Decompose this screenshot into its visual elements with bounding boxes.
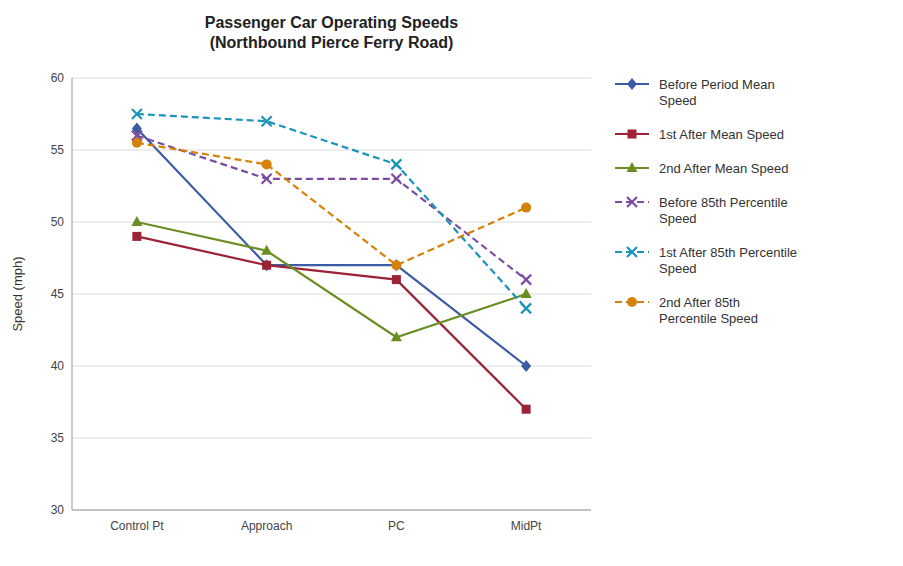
line (137, 128, 526, 366)
text-line: 2nd After Mean Speed (659, 161, 788, 176)
series (132, 138, 531, 270)
marker (391, 174, 401, 184)
line (137, 236, 526, 409)
marker (132, 138, 142, 148)
grid-line (72, 150, 591, 151)
title: Passenger Car Operating Speeds (Northboun… (205, 14, 459, 51)
marker (391, 159, 401, 169)
marker (262, 259, 272, 271)
text-line: Before 85th Percentile (659, 195, 788, 210)
text-line: 1st After 85th Percentile (659, 245, 797, 260)
y-tick-label: 40 (51, 359, 65, 373)
legend: Before Period MeanSpeed1st After Mean Sp… (615, 77, 797, 326)
marker (521, 275, 531, 285)
series (131, 216, 531, 341)
grid-line (72, 366, 591, 367)
marker (522, 405, 531, 414)
x-tick-label: Control Pt (110, 519, 164, 533)
legend-marker (627, 162, 638, 172)
marker (262, 159, 272, 169)
y-tick-label: 30 (51, 503, 65, 517)
text-line: Speed (659, 261, 697, 276)
legend-label: Before 85th PercentileSpeed (659, 195, 788, 226)
series (132, 109, 531, 313)
marker (262, 174, 272, 184)
marker (262, 261, 271, 270)
series (132, 232, 530, 414)
marker (391, 259, 401, 271)
legend-marker (627, 78, 637, 90)
line (137, 143, 526, 265)
grid (72, 78, 591, 510)
y-axis-label: Speed (mph) (10, 256, 25, 331)
plot-data (131, 109, 531, 414)
marker (521, 303, 531, 313)
x-tick-label: PC (388, 519, 405, 533)
marker (131, 216, 142, 226)
text-line: 2nd After 85th (659, 295, 740, 310)
grid-line (72, 78, 591, 79)
marker (391, 331, 402, 341)
series (132, 131, 531, 285)
text-line: Passenger Car Operating Speeds (205, 14, 459, 31)
text-line: Before Period Mean (659, 77, 775, 92)
y-tick-label: 55 (51, 143, 65, 157)
marker (521, 360, 531, 372)
legend-label: Before Period MeanSpeed (659, 77, 775, 108)
text-line: Speed (659, 93, 697, 108)
x-tick-label: Approach (241, 519, 292, 533)
legend-marker (627, 197, 637, 207)
marker (132, 232, 141, 241)
line (137, 136, 526, 280)
text-line: 1st After Mean Speed (659, 127, 784, 142)
legend-label: 2nd After Mean Speed (659, 161, 788, 176)
marker (521, 288, 532, 298)
x-axis (72, 510, 591, 511)
marker (262, 116, 272, 126)
marker (391, 260, 401, 270)
grid-line (72, 438, 591, 439)
y-tick-label: 45 (51, 287, 65, 301)
marker (521, 203, 531, 213)
marker (261, 245, 272, 255)
legend-label: 2nd After 85thPercentile Speed (659, 295, 758, 326)
grid-line (72, 510, 591, 511)
y-tick-label: 60 (51, 71, 65, 85)
x-tick-label: MidPt (511, 519, 542, 533)
chart: Passenger Car Operating Speeds (Northboun… (0, 0, 903, 566)
y-tick-label: 50 (51, 215, 65, 229)
text-line: Percentile Speed (659, 311, 758, 326)
text-line: (Northbound Pierce Ferry Road) (210, 34, 454, 51)
grid-line (72, 222, 591, 223)
legend-marker (628, 130, 637, 139)
marker (392, 275, 401, 284)
y-axis (72, 78, 73, 510)
marker (132, 109, 142, 119)
line (137, 114, 526, 308)
text-line: Speed (659, 211, 697, 226)
line (137, 222, 526, 337)
legend-label: 1st After 85th PercentileSpeed (659, 245, 797, 276)
y-tick-label: 35 (51, 431, 65, 445)
legend-label: 1st After Mean Speed (659, 127, 784, 142)
legend-marker (627, 247, 637, 257)
legend-marker (627, 297, 637, 307)
